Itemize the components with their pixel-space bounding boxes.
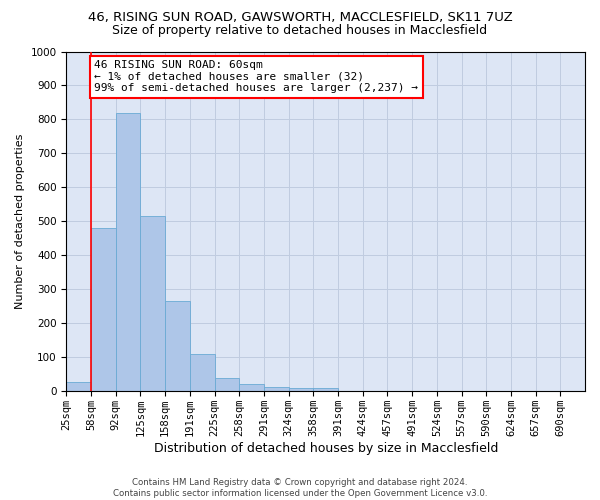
Bar [264,387,289,392]
Bar [239,384,264,392]
Bar [289,388,313,392]
Bar [215,378,239,392]
Bar [190,354,215,392]
Bar [140,216,165,392]
Bar [165,302,190,392]
Bar [91,228,116,392]
Text: Contains HM Land Registry data © Crown copyright and database right 2024.
Contai: Contains HM Land Registry data © Crown c… [113,478,487,498]
Text: 46, RISING SUN ROAD, GAWSWORTH, MACCLESFIELD, SK11 7UZ: 46, RISING SUN ROAD, GAWSWORTH, MACCLESF… [88,11,512,24]
Y-axis label: Number of detached properties: Number of detached properties [15,134,25,309]
Text: 46 RISING SUN ROAD: 60sqm
← 1% of detached houses are smaller (32)
99% of semi-d: 46 RISING SUN ROAD: 60sqm ← 1% of detach… [94,60,418,93]
Bar [67,382,91,392]
Text: Size of property relative to detached houses in Macclesfield: Size of property relative to detached ho… [112,24,488,37]
Bar [313,388,338,392]
Bar [116,112,140,392]
X-axis label: Distribution of detached houses by size in Macclesfield: Distribution of detached houses by size … [154,442,498,455]
